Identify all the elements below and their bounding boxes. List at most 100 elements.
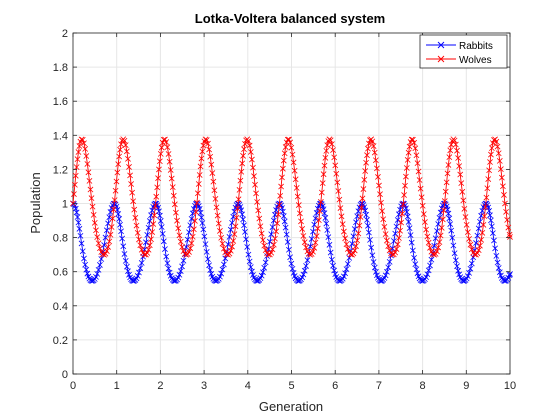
data-point-wolves-333 [444, 170, 451, 177]
data-point-wolves-167 [256, 215, 263, 222]
data-point-rabbits-7 [76, 225, 83, 232]
data-point-wolves-220 [317, 198, 324, 205]
data-point-rabbits-245 [344, 261, 351, 267]
data-point-rabbits-216 [313, 210, 320, 216]
data-point-wolves-91 [170, 192, 177, 199]
data-point-rabbits-155 [243, 236, 249, 243]
data-point-rabbits-22 [93, 273, 99, 280]
data-point-wolves-366 [482, 204, 489, 210]
data-point-rabbits-85 [164, 260, 171, 267]
data-point-wolves-117 [200, 142, 207, 149]
data-point-rabbits-9 [78, 240, 85, 247]
data-point-rabbits-30 [103, 227, 110, 234]
data-point-wolves-390 [507, 234, 513, 240]
data-point-wolves-377 [493, 138, 500, 145]
data-point-wolves-332 [443, 179, 450, 186]
data-point-rabbits-115 [198, 214, 205, 221]
data-point-rabbits-269 [371, 264, 378, 271]
data-point-rabbits-136 [222, 255, 229, 262]
data-point-wolves-79 [157, 150, 164, 157]
data-point-wolves-24 [95, 240, 102, 247]
data-point-rabbits-176 [268, 231, 275, 238]
data-point-rabbits-154 [242, 229, 248, 235]
data-point-wolves-309 [416, 177, 423, 183]
data-point-wolves-236 [334, 179, 341, 186]
x-tick-label-9: 9 [463, 380, 469, 392]
data-point-wolves-36 [110, 206, 117, 213]
data-point-wolves-105 [188, 240, 195, 247]
data-point-wolves-305 [412, 145, 419, 152]
data-point-wolves-240 [338, 213, 345, 220]
data-point-rabbits-187 [279, 208, 286, 215]
data-point-wolves-110 [194, 199, 200, 206]
data-point-rabbits-142 [230, 213, 237, 220]
data-point-rabbits-79 [157, 218, 164, 224]
data-point-wolves-195 [288, 144, 295, 151]
data-point-wolves-257 [359, 195, 366, 202]
data-point-wolves-146 [234, 205, 241, 212]
data-point-wolves-238 [336, 196, 343, 203]
data-point-rabbits-342 [454, 263, 460, 270]
data-point-wolves-80 [158, 144, 165, 151]
data-point-wolves-326 [437, 232, 444, 239]
data-point-rabbits-160 [249, 268, 255, 275]
data-point-rabbits-244 [343, 266, 350, 272]
chart-title: Lotka-Voltera balanced system [195, 11, 386, 26]
data-point-rabbits-6 [75, 219, 82, 226]
data-point-wolves-174 [265, 251, 272, 258]
data-point-rabbits-374 [489, 230, 496, 237]
data-point-wolves-9 [78, 136, 85, 143]
data-point-wolves-169 [258, 230, 265, 237]
data-point-rabbits-78 [156, 212, 163, 219]
data-point-wolves-286 [392, 249, 399, 256]
data-point-rabbits-169 [258, 272, 265, 279]
data-point-wolves-361 [477, 242, 483, 249]
data-point-wolves-42 [116, 153, 123, 160]
data-point-rabbits-304 [411, 254, 417, 261]
data-point-wolves-31 [105, 244, 111, 250]
data-point-wolves-187 [279, 165, 286, 172]
data-point-rabbits-266 [368, 244, 375, 251]
legend-label-wolves: Wolves [459, 55, 492, 66]
data-point-wolves-70 [149, 229, 156, 235]
data-point-rabbits-62 [138, 260, 145, 266]
data-point-wolves-48 [122, 142, 129, 148]
data-point-wolves-94 [174, 217, 180, 224]
data-point-wolves-198 [291, 167, 298, 174]
data-point-wolves-135 [220, 245, 227, 252]
data-point-wolves-200 [293, 185, 300, 191]
data-point-rabbits-228 [325, 234, 332, 241]
data-point-wolves-250 [351, 247, 358, 254]
data-point-wolves-254 [356, 222, 363, 229]
data-point-wolves-176 [268, 249, 275, 256]
data-point-rabbits-25 [97, 262, 103, 268]
data-point-wolves-317 [425, 239, 432, 246]
data-point-wolves-41 [115, 161, 122, 168]
data-point-wolves-1 [71, 191, 77, 197]
data-point-wolves-143 [231, 231, 238, 238]
data-point-rabbits-288 [394, 217, 401, 223]
data-point-wolves-89 [168, 175, 175, 182]
data-point-wolves-17 [87, 186, 94, 193]
data-point-wolves-345 [457, 171, 464, 178]
data-point-wolves-128 [212, 196, 219, 202]
data-point-wolves-13 [83, 153, 90, 159]
data-point-wolves-154 [242, 140, 248, 147]
y-tick-label-3: 0.6 [53, 267, 68, 279]
data-point-rabbits-101 [183, 244, 190, 250]
data-point-wolves-84 [163, 139, 170, 145]
data-point-wolves-148 [236, 186, 243, 193]
data-point-wolves-159 [247, 149, 254, 155]
data-point-rabbits-4 [73, 209, 80, 216]
data-point-rabbits-133 [218, 270, 225, 277]
data-point-wolves-363 [479, 229, 486, 236]
data-point-rabbits-316 [424, 271, 431, 278]
data-point-rabbits-81 [159, 230, 166, 237]
data-point-wolves-183 [276, 202, 283, 209]
data-point-wolves-312 [419, 202, 426, 209]
data-point-rabbits-44 [118, 228, 124, 235]
data-point-rabbits-119 [202, 241, 209, 248]
data-point-wolves-123 [207, 153, 214, 160]
data-point-rabbits-82 [160, 238, 167, 245]
data-point-rabbits-355 [468, 260, 475, 267]
